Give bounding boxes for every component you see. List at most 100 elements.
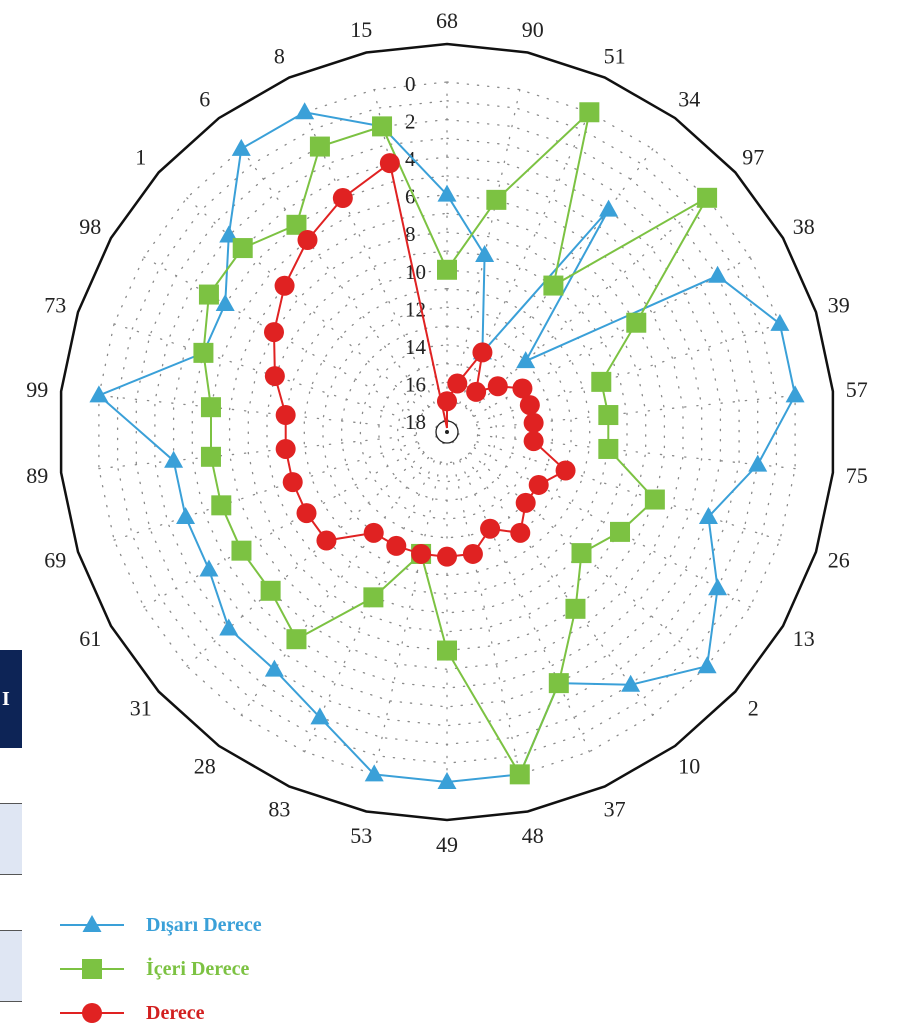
radial-tick-label: 4: [405, 147, 416, 171]
category-label: 28: [194, 753, 216, 778]
grid-spoke: [452, 461, 521, 776]
data-point: [697, 656, 717, 674]
data-point: [89, 385, 109, 403]
data-point: [200, 446, 221, 467]
radial-tick-label: 14: [405, 335, 427, 359]
category-label: 57: [846, 377, 868, 402]
data-point: [198, 284, 219, 305]
data-point: [363, 587, 384, 608]
cropped-table-cell: [0, 803, 22, 875]
data-point: [274, 275, 295, 296]
category-label: 1: [135, 144, 146, 169]
data-point: [475, 244, 495, 262]
grid-spoke: [98, 434, 418, 470]
grid-spoke: [475, 323, 781, 424]
category-label: 39: [828, 293, 850, 318]
data-point: [480, 518, 501, 539]
data-point: [264, 366, 285, 387]
data-point: [599, 199, 619, 217]
data-point: [215, 293, 235, 311]
circle-marker-icon: [60, 1003, 124, 1023]
data-point: [437, 546, 457, 567]
data-point: [565, 598, 586, 619]
data-point: [164, 450, 184, 468]
data-point: [523, 412, 544, 433]
data-point: [275, 405, 296, 426]
data-point: [472, 342, 493, 363]
data-point: [263, 322, 284, 343]
legend-marker: [82, 915, 102, 932]
category-label: 99: [26, 377, 48, 402]
data-point: [437, 184, 457, 202]
grid-spoke: [240, 456, 430, 716]
data-point: [598, 405, 619, 426]
cropped-header-text: I: [2, 687, 10, 710]
grid-spoke: [373, 461, 442, 776]
legend-marker: [82, 959, 102, 979]
grid-spoke: [476, 394, 796, 430]
center-dot: [445, 430, 449, 434]
data-point: [193, 342, 214, 363]
radial-tick-label: 18: [405, 410, 426, 434]
category-label: 90: [522, 17, 544, 42]
grid-ring: [210, 194, 684, 670]
data-point: [555, 460, 576, 481]
grid-ring: [303, 287, 591, 577]
category-label: 10: [678, 753, 700, 778]
grid-spoke: [240, 148, 430, 408]
data-point: [264, 659, 284, 677]
category-label: 8: [274, 44, 285, 69]
legend-item: İçeri Derece: [60, 947, 262, 991]
legend-label: İçeri Derece: [146, 957, 250, 980]
legend-label: Dışarı Derece: [146, 913, 262, 936]
data-point: [610, 521, 631, 542]
data-point: [626, 312, 647, 333]
category-label: 13: [793, 626, 815, 651]
category-label: 68: [436, 8, 458, 33]
legend-marker: [82, 1003, 102, 1023]
series-line: [388, 162, 448, 429]
data-point: [512, 378, 533, 399]
data-point: [363, 522, 384, 543]
series-square: [193, 102, 718, 785]
radial-tick-label: 6: [405, 185, 416, 209]
grid-ring: [397, 381, 497, 483]
category-label: 48: [522, 823, 544, 848]
data-point: [748, 454, 768, 472]
data-point: [519, 395, 540, 416]
data-point: [644, 489, 665, 510]
data-point: [579, 102, 600, 123]
data-point: [411, 543, 432, 564]
grid-ring: [285, 269, 609, 595]
data-point: [199, 559, 219, 577]
grid-spoke: [458, 111, 591, 405]
data-point: [260, 580, 281, 601]
data-point: [437, 259, 457, 280]
category-label: 73: [44, 293, 66, 318]
data-point: [316, 530, 337, 551]
grid-spoke: [303, 111, 436, 405]
data-point: [296, 503, 317, 524]
data-point: [232, 238, 253, 259]
category-label: 6: [199, 87, 210, 112]
data-point: [437, 640, 457, 661]
category-label: 51: [604, 44, 626, 69]
data-point: [286, 629, 307, 650]
grid-spoke: [475, 440, 781, 541]
data-point: [621, 674, 641, 692]
data-point: [447, 373, 468, 394]
grid-spoke: [464, 456, 654, 716]
category-label: 38: [793, 214, 815, 239]
square-marker-icon: [60, 959, 124, 979]
data-point: [310, 707, 330, 725]
data-point: [386, 535, 407, 556]
data-point: [309, 136, 330, 157]
category-label: 69: [44, 547, 66, 572]
category-label: 31: [130, 696, 152, 721]
cropped-table-cell: [0, 930, 22, 1002]
data-point: [523, 431, 544, 452]
data-point: [211, 495, 232, 516]
grid-spoke: [476, 434, 796, 470]
data-point: [571, 543, 592, 564]
